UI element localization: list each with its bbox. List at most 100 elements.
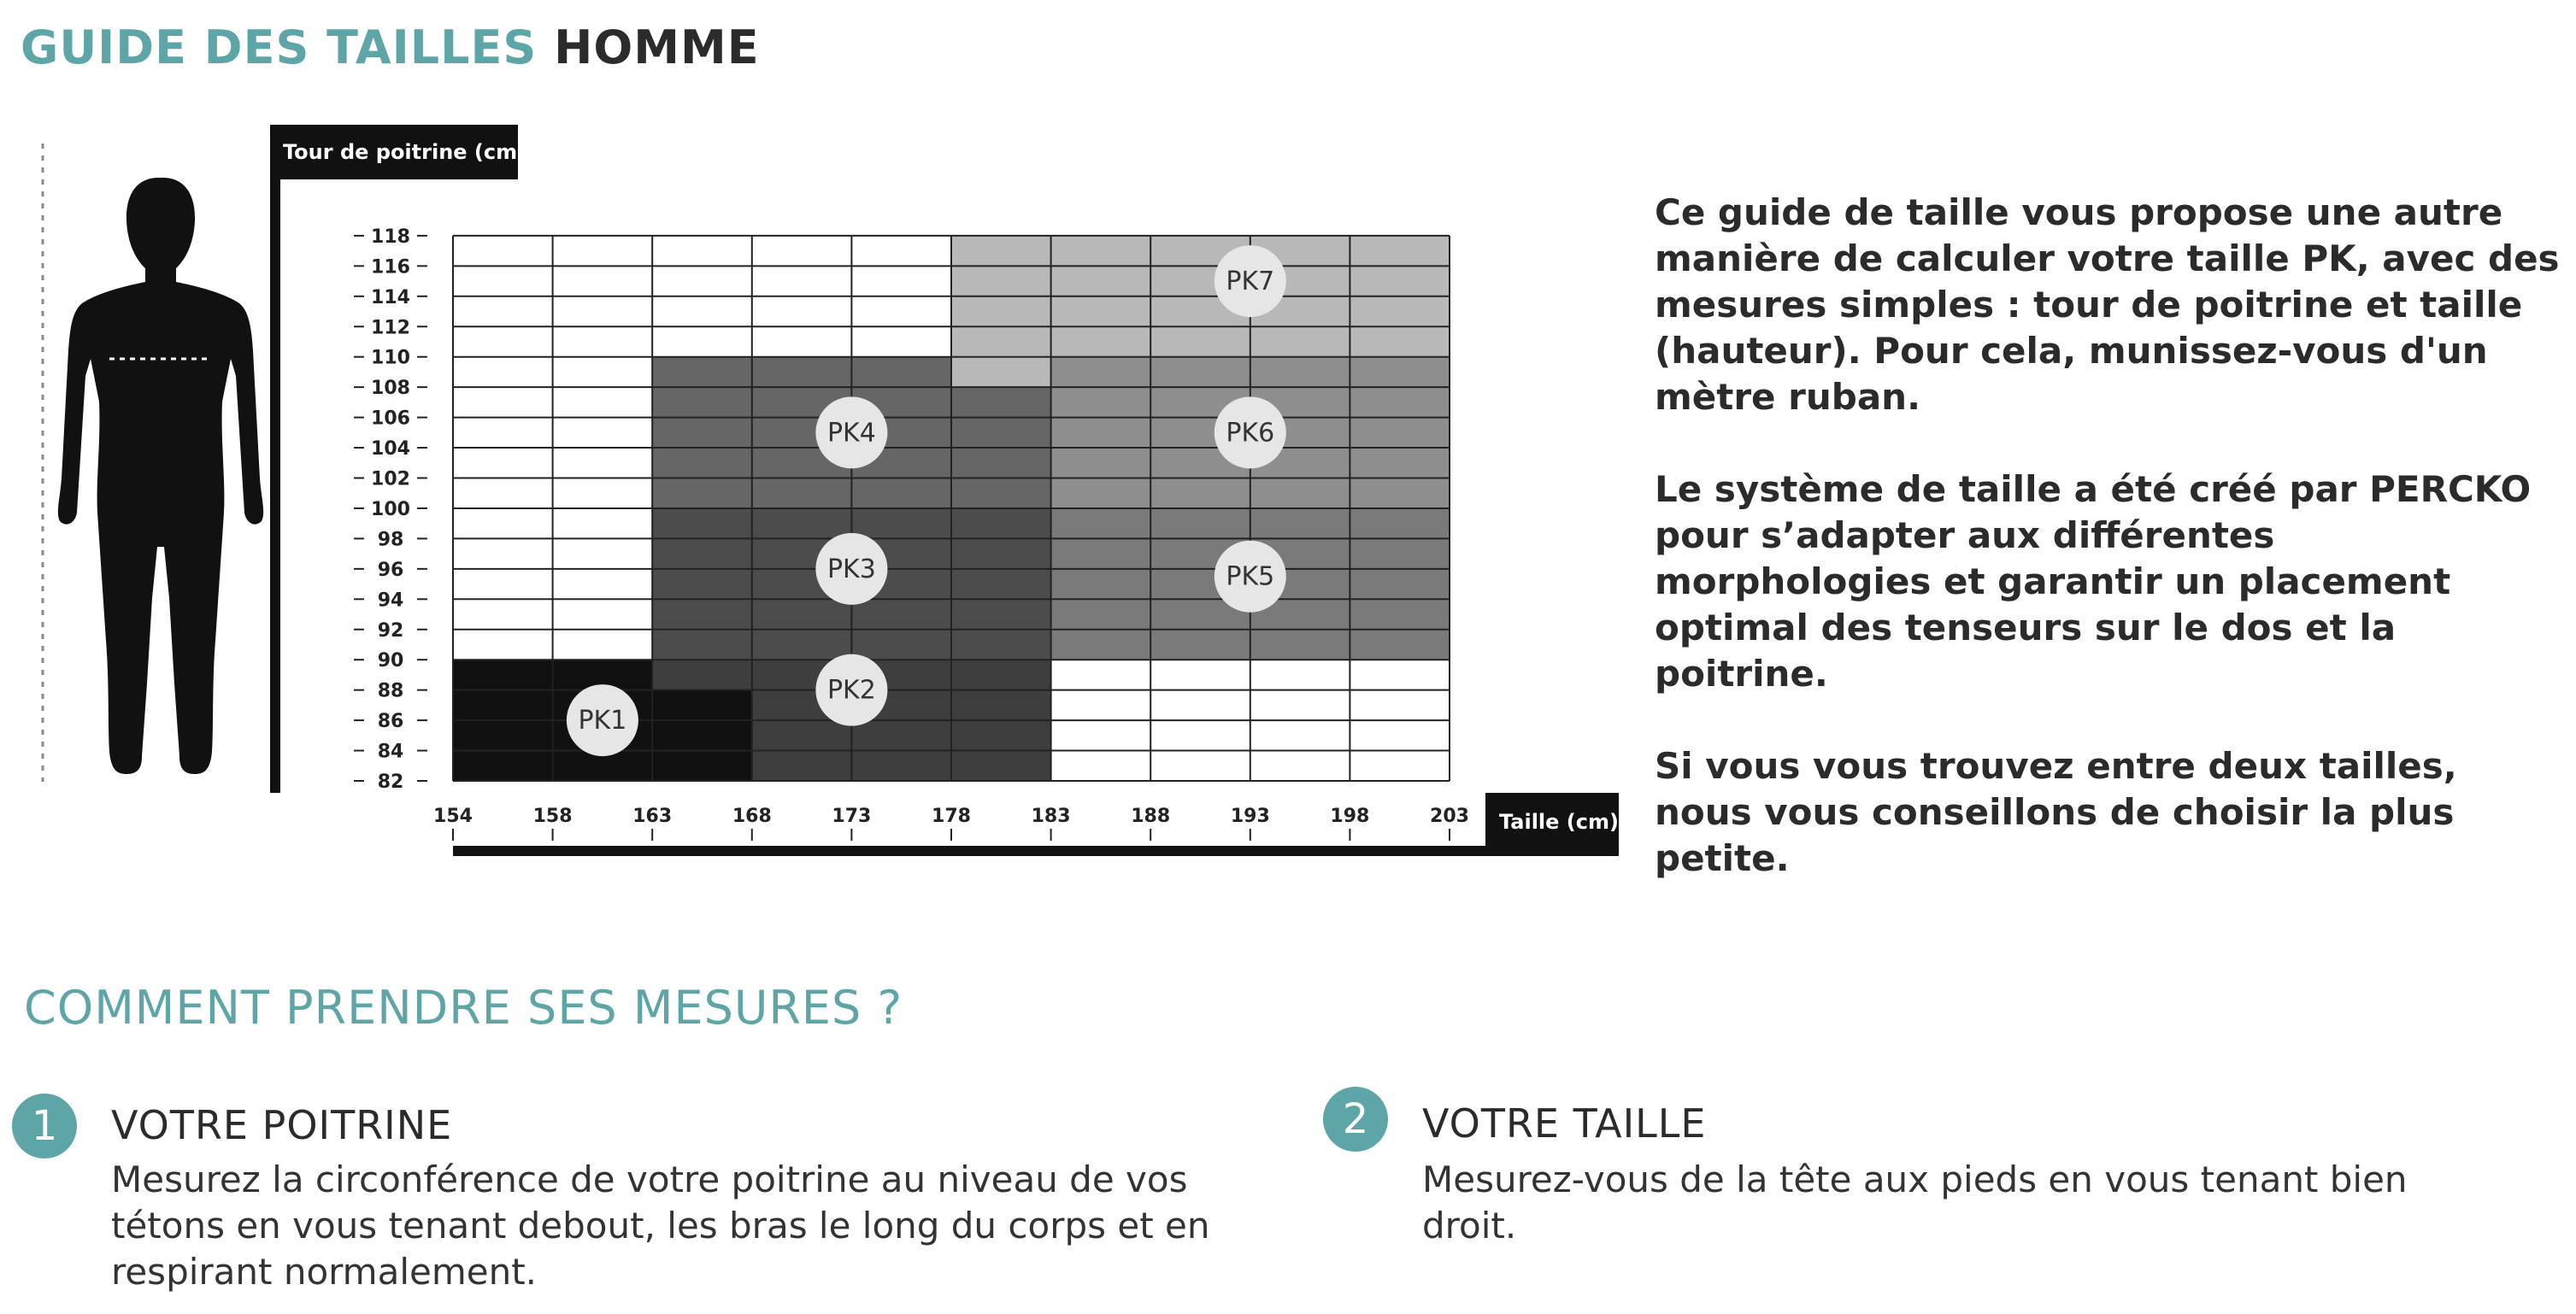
chart-cell bbox=[453, 387, 554, 419]
chart-cell bbox=[652, 448, 753, 478]
y-tick-label: 114 bbox=[371, 287, 410, 308]
step-text: Mesurez la circonférence de votre poitri… bbox=[111, 1159, 1210, 1293]
y-tick-label: 96 bbox=[378, 560, 404, 581]
chart-cell bbox=[453, 689, 554, 721]
size-zone-marker bbox=[815, 654, 888, 726]
chart-cell bbox=[751, 326, 852, 358]
chart-cell bbox=[1050, 235, 1151, 267]
title-main: GUIDE DES TAILLES bbox=[21, 21, 538, 74]
size-zone-label: PK3 bbox=[827, 554, 876, 584]
size-zone-marker bbox=[1214, 396, 1286, 469]
chart-cell bbox=[1350, 235, 1450, 267]
size-zone-marker bbox=[1214, 245, 1286, 318]
chart-cell bbox=[652, 720, 753, 752]
chart-cell bbox=[453, 448, 554, 478]
x-tick-label: 163 bbox=[632, 806, 672, 827]
chart-cell bbox=[1350, 387, 1450, 419]
chart-cell bbox=[453, 417, 554, 449]
y-tick-label: 116 bbox=[371, 256, 410, 278]
chart-cell bbox=[1150, 720, 1251, 752]
chart-cell bbox=[453, 235, 554, 267]
chart-cell bbox=[951, 296, 1052, 327]
chart-cell bbox=[751, 296, 852, 327]
chart-cell bbox=[453, 326, 554, 358]
chart-cell bbox=[552, 599, 653, 631]
chart-cell bbox=[951, 448, 1052, 478]
y-axis-ticks: 82 84 86 88 90 92 94 96 98 100 102 104 106 108 110 112 1… bbox=[354, 226, 427, 793]
body-silhouette-icon bbox=[41, 144, 264, 782]
chart-cell bbox=[851, 356, 952, 388]
size-zone-labels: PK1 PK2 PK3 PK4 PK5 PK6 PK7 bbox=[566, 245, 1286, 757]
chart-cell bbox=[652, 507, 753, 539]
chart-cell bbox=[851, 235, 952, 267]
chart-cell bbox=[652, 478, 753, 509]
chart-cell bbox=[1350, 478, 1450, 509]
chart-cell bbox=[951, 660, 1052, 691]
chart-cell bbox=[951, 599, 1052, 631]
chart-cell bbox=[1250, 507, 1350, 539]
size-zone-label: PK7 bbox=[1226, 267, 1274, 296]
size-zone-marker bbox=[1214, 540, 1286, 613]
chart-cell bbox=[1050, 478, 1151, 509]
chart-cell bbox=[1050, 448, 1151, 478]
chart-cell bbox=[751, 720, 852, 752]
chart-cell bbox=[951, 720, 1052, 752]
chart-cell bbox=[1050, 629, 1151, 660]
chart-cell bbox=[453, 356, 554, 388]
chart-cell bbox=[1050, 660, 1151, 691]
chart-cell bbox=[1050, 720, 1151, 752]
x-tick-label: 198 bbox=[1330, 806, 1369, 827]
size-zone-label: PK2 bbox=[827, 676, 876, 706]
y-tick-label: 98 bbox=[378, 529, 404, 550]
size-zone-marker bbox=[815, 532, 888, 605]
chart-cell bbox=[1250, 660, 1350, 691]
title-gender: HOMME bbox=[554, 21, 760, 74]
chart-cell bbox=[851, 599, 952, 631]
intro-paragraph-1: Ce guide de taille vous propose une autr… bbox=[1655, 191, 2560, 418]
chart-cell bbox=[1150, 478, 1251, 509]
chart-cell bbox=[1250, 720, 1350, 752]
y-tick-label: 112 bbox=[371, 317, 410, 338]
chart-cell bbox=[751, 356, 852, 388]
chart-cell bbox=[1250, 750, 1350, 782]
x-axis-label: Taille (cm) bbox=[1499, 810, 1619, 834]
y-tick-label: 92 bbox=[378, 620, 404, 642]
chart-cell bbox=[1150, 660, 1251, 691]
chart-cell bbox=[1350, 750, 1450, 782]
chart-cell bbox=[552, 507, 653, 539]
chart-cell bbox=[652, 629, 753, 660]
chart-cell bbox=[951, 507, 1052, 539]
x-tick-label: 154 bbox=[433, 806, 473, 827]
chart-cell bbox=[552, 448, 653, 478]
chart-cell bbox=[1250, 326, 1350, 358]
y-tick-label: 86 bbox=[378, 711, 404, 732]
chart-cell bbox=[1350, 689, 1450, 721]
chart-cell bbox=[751, 750, 852, 782]
size-zone-label: PK5 bbox=[1226, 562, 1274, 592]
chart-cell bbox=[1050, 689, 1151, 721]
howto-title: COMMENT PRENDRE SES MESURES ? bbox=[24, 981, 903, 1035]
chart-cell bbox=[751, 629, 852, 660]
size-zone-label: PK4 bbox=[827, 418, 876, 448]
intro-paragraph-2: Le système de taille a été créé par PERC… bbox=[1655, 468, 2532, 695]
chart-cell bbox=[951, 538, 1052, 570]
x-tick-label: 173 bbox=[832, 806, 871, 827]
chart-cell bbox=[951, 568, 1052, 600]
size-zone-marker bbox=[566, 684, 638, 757]
chart-cell bbox=[951, 417, 1052, 449]
chart-cell bbox=[1350, 507, 1450, 539]
chart-cell bbox=[1350, 720, 1450, 752]
chart-cell bbox=[1350, 266, 1450, 297]
chart-cell bbox=[1050, 266, 1151, 297]
x-tick-label: 193 bbox=[1231, 806, 1270, 827]
chart-cell bbox=[453, 538, 554, 570]
chart-cell bbox=[652, 326, 753, 358]
x-tick-label: 168 bbox=[732, 806, 772, 827]
chart-cell bbox=[851, 296, 952, 327]
y-tick-label: 110 bbox=[371, 348, 410, 369]
chart-cell bbox=[1050, 356, 1151, 388]
chart-cell bbox=[552, 356, 653, 388]
y-tick-label: 82 bbox=[378, 771, 404, 793]
chart-cell bbox=[851, 326, 952, 358]
chart-cell bbox=[552, 568, 653, 600]
